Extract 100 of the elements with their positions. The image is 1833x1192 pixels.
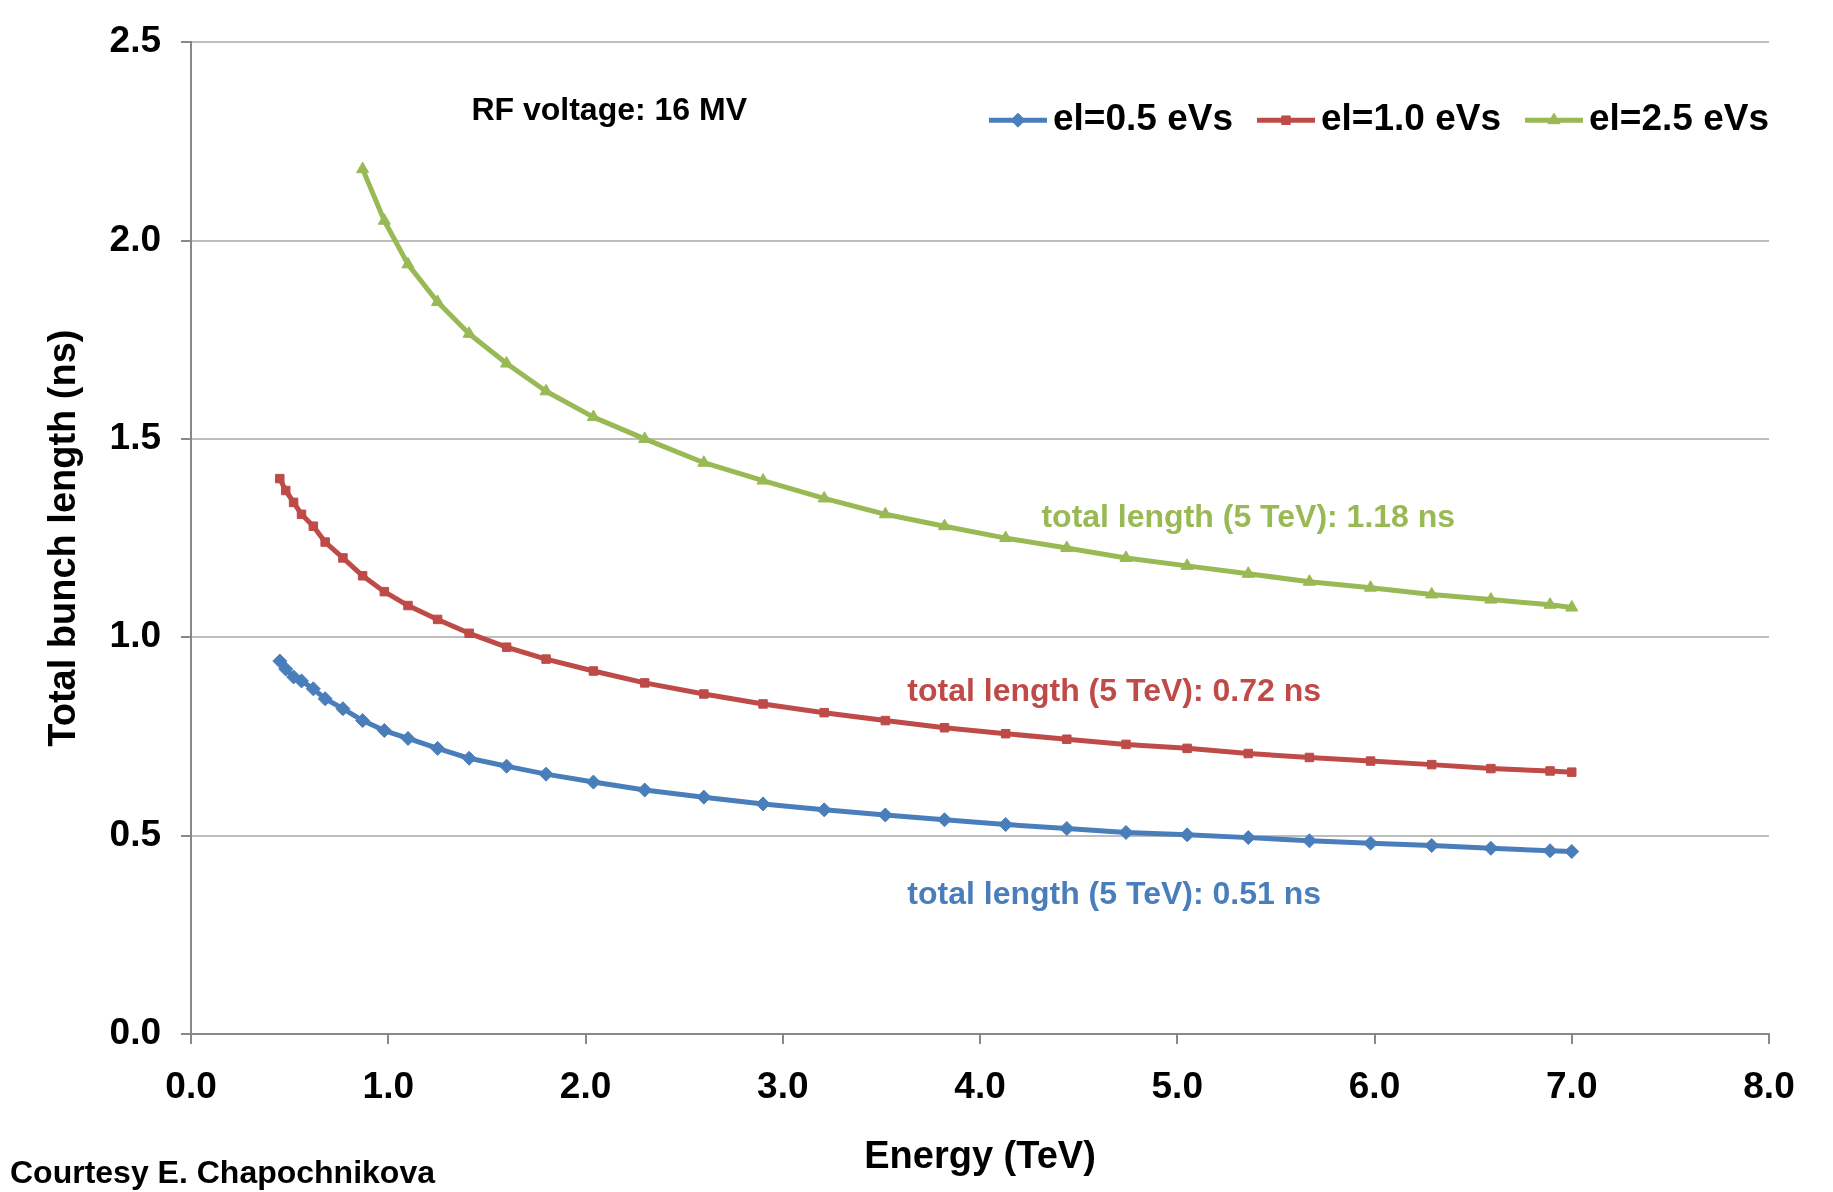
annotation: RF voltage: 16 MV <box>471 91 748 128</box>
point <box>538 766 554 782</box>
point <box>1000 728 1011 739</box>
point <box>355 713 371 729</box>
x-axis-title: Energy (TeV) <box>864 1133 1096 1176</box>
point <box>305 681 321 697</box>
point <box>379 586 390 597</box>
y-tick-label: 0.5 <box>109 812 162 854</box>
point <box>755 796 771 812</box>
y-tick-label: 0.0 <box>109 1011 162 1053</box>
point <box>1240 830 1256 846</box>
point <box>937 518 952 531</box>
y-tick-label: 2.0 <box>109 217 162 259</box>
point <box>1565 600 1579 612</box>
x-tick-label: 6.0 <box>1348 1065 1401 1107</box>
point <box>317 691 333 707</box>
point <box>1241 566 1255 578</box>
point <box>697 455 711 467</box>
point <box>403 600 413 611</box>
x-tick-label: 1.0 <box>362 1065 414 1107</box>
x-tick-label: 7.0 <box>1546 1065 1598 1107</box>
point <box>335 701 351 717</box>
point <box>586 409 600 422</box>
text: Courtesy E. Chapochnikova <box>10 1153 436 1190</box>
x-tick-label: 2.0 <box>559 1065 612 1107</box>
point <box>1545 766 1555 776</box>
point <box>432 614 443 625</box>
x-tick-label: 8.0 <box>1743 1065 1795 1107</box>
point <box>461 750 477 766</box>
point <box>1425 586 1439 599</box>
point <box>275 473 285 484</box>
point <box>1365 756 1376 766</box>
point <box>637 782 653 798</box>
point <box>1304 752 1315 763</box>
point <box>1486 763 1496 774</box>
point <box>539 383 553 396</box>
x-tick-label: 3.0 <box>757 1065 809 1107</box>
annotation: total length (5 TeV): 0.51 ns <box>907 874 1321 911</box>
point <box>430 740 446 756</box>
point <box>998 817 1014 833</box>
point <box>878 506 892 519</box>
point <box>880 715 891 726</box>
point <box>639 678 650 688</box>
point <box>272 653 288 669</box>
point <box>819 707 829 718</box>
point <box>320 537 330 547</box>
point <box>999 530 1013 543</box>
point <box>356 161 370 174</box>
x-tick-label: 0.0 <box>165 1065 217 1107</box>
point <box>462 326 476 338</box>
point <box>699 689 709 699</box>
point <box>1062 734 1072 744</box>
point <box>1059 821 1075 836</box>
point <box>357 571 368 581</box>
point <box>499 758 515 774</box>
point <box>1567 767 1577 777</box>
point <box>338 553 348 563</box>
point <box>541 654 551 664</box>
legend-label: el=2.5 eVs <box>1588 97 1769 139</box>
point <box>585 774 601 790</box>
legend-label: el=0.5 eVs <box>1052 97 1233 139</box>
point <box>1180 558 1194 570</box>
point <box>1121 739 1131 750</box>
point <box>588 666 599 676</box>
legend-label: el=1.0 eVs <box>1320 97 1501 139</box>
y-tick-label: 1.0 <box>109 614 162 656</box>
point <box>1243 748 1254 759</box>
y-axis-title: Total bunch length (ns) <box>41 329 84 747</box>
point <box>296 509 307 520</box>
point <box>464 628 474 639</box>
annotation: total length (5 TeV): 0.72 ns <box>907 671 1321 708</box>
point <box>280 485 291 496</box>
point <box>1118 824 1134 840</box>
point <box>308 521 319 531</box>
point <box>431 294 445 307</box>
point <box>1484 592 1498 604</box>
point <box>1543 597 1557 609</box>
point <box>817 490 831 503</box>
point <box>293 673 309 689</box>
point <box>1564 844 1580 860</box>
y-tick-label: 1.5 <box>109 416 162 458</box>
point <box>1364 580 1378 592</box>
point <box>401 256 415 269</box>
point <box>1060 540 1074 553</box>
point <box>376 723 392 739</box>
y-tick-label: 2.5 <box>109 19 162 61</box>
point <box>756 473 770 485</box>
point <box>377 213 391 225</box>
annotation: total length (5 TeV): 1.18 ns <box>1041 498 1456 535</box>
point <box>1424 838 1440 854</box>
point <box>1426 759 1437 770</box>
point <box>939 722 950 733</box>
point <box>1182 743 1192 754</box>
point <box>500 356 514 368</box>
point <box>400 730 416 746</box>
x-tick-label: 4.0 <box>954 1065 1006 1107</box>
point <box>758 699 768 709</box>
point <box>501 642 512 652</box>
point <box>696 789 712 805</box>
point <box>1302 574 1316 586</box>
